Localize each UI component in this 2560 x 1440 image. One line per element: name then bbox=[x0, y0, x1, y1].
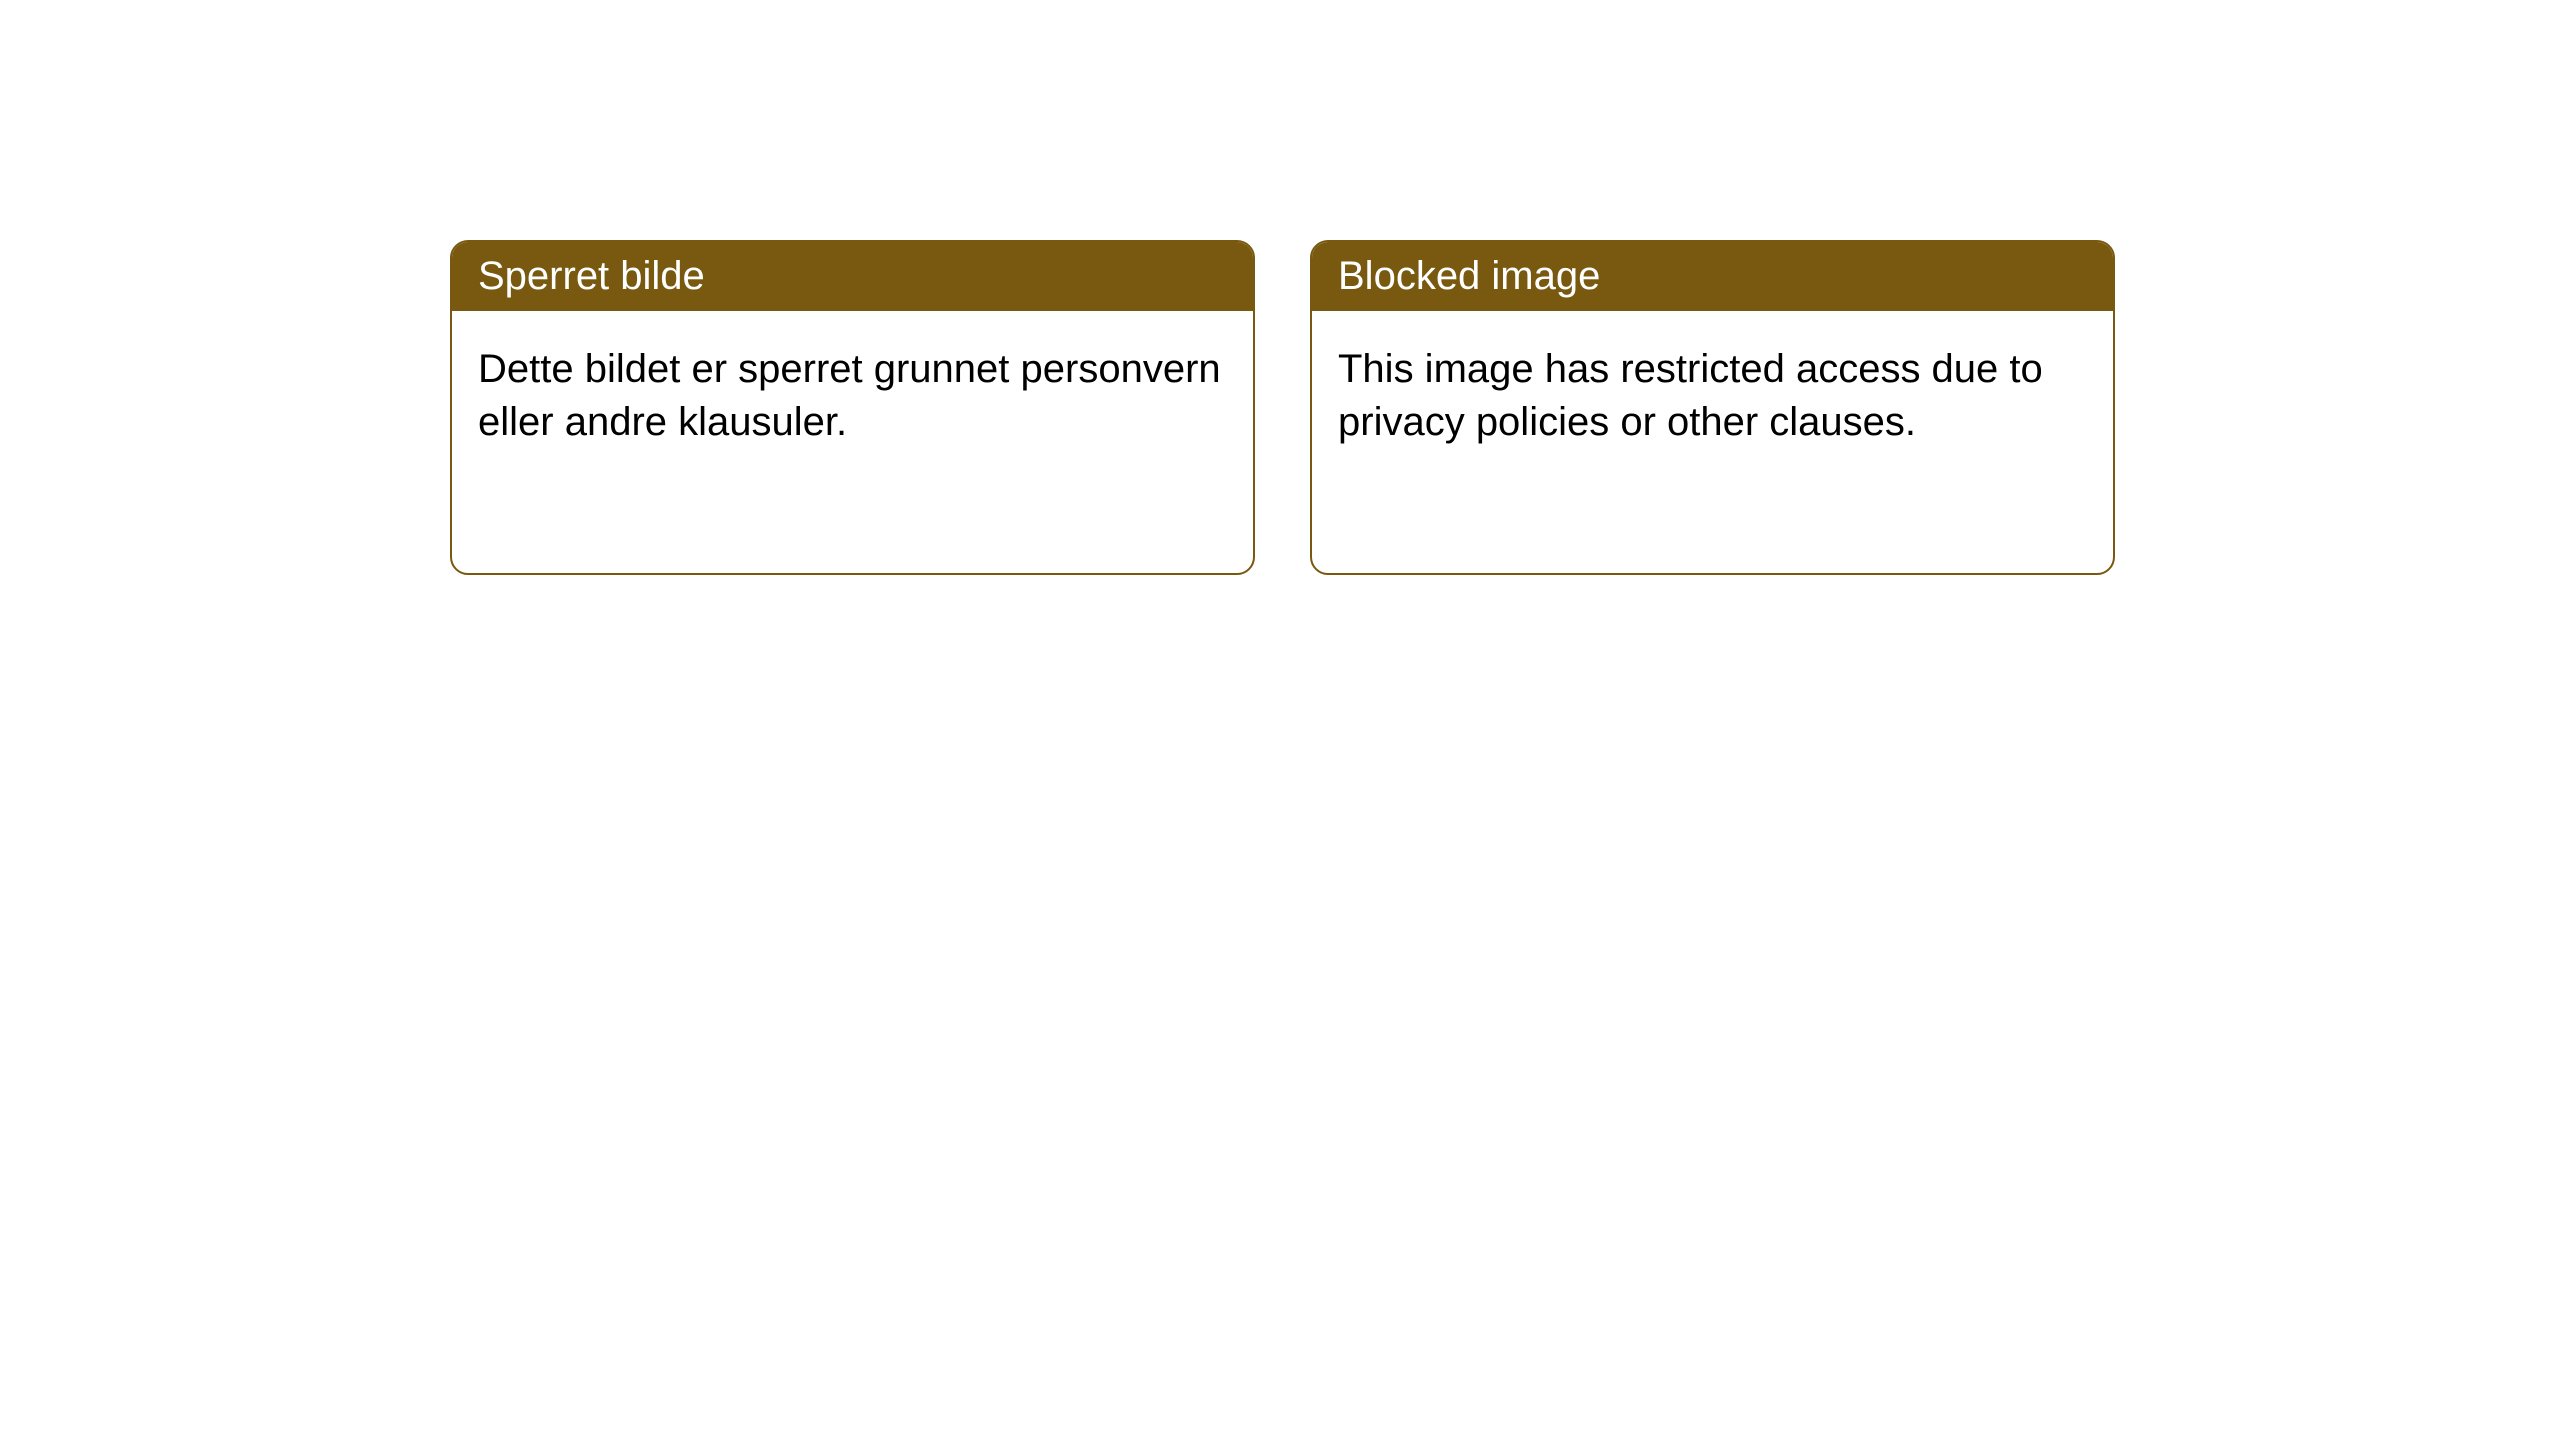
notice-body: Dette bildet er sperret grunnet personve… bbox=[452, 311, 1253, 481]
notice-header: Blocked image bbox=[1312, 242, 2113, 311]
notice-container: Sperret bilde Dette bildet er sperret gr… bbox=[450, 240, 2115, 575]
notice-card-norwegian: Sperret bilde Dette bildet er sperret gr… bbox=[450, 240, 1255, 575]
notice-card-english: Blocked image This image has restricted … bbox=[1310, 240, 2115, 575]
notice-header: Sperret bilde bbox=[452, 242, 1253, 311]
notice-body: This image has restricted access due to … bbox=[1312, 311, 2113, 481]
